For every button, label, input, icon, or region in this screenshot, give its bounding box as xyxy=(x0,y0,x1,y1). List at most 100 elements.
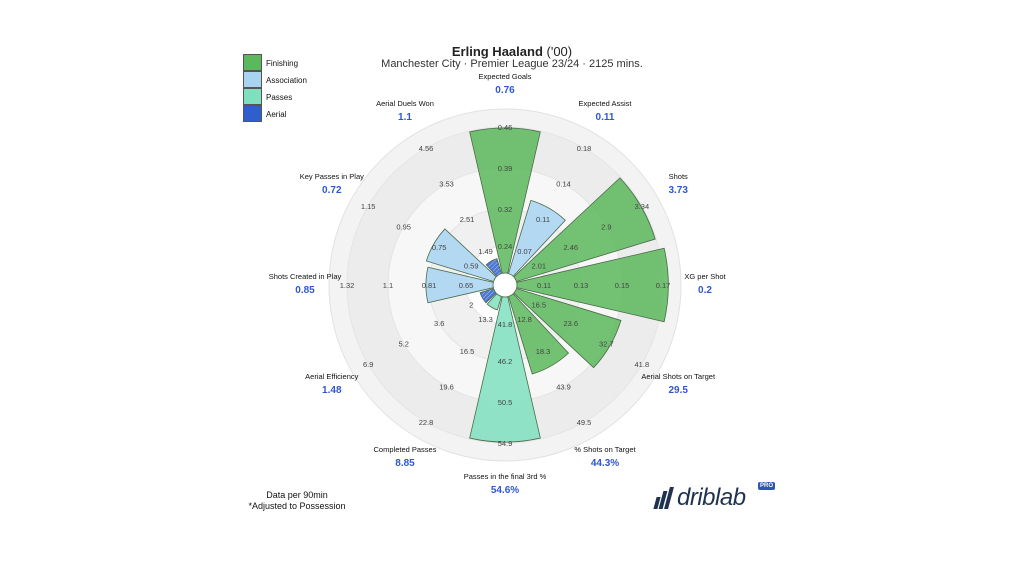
tick-label: 2.9 xyxy=(601,223,611,232)
metric-value: 0.85 xyxy=(295,285,315,296)
tick-label: 0.75 xyxy=(432,243,447,252)
metric-value: 0.2 xyxy=(698,285,712,296)
legend-swatch-finishing xyxy=(243,54,262,71)
metric-name: Shots xyxy=(669,172,688,181)
tick-label: 0.65 xyxy=(459,281,474,290)
legend-item-association: Association xyxy=(243,71,307,88)
tick-label: 0.46 xyxy=(498,123,513,132)
metric-name: % Shots on Target xyxy=(574,445,636,454)
legend-item-passes: Passes xyxy=(243,88,307,105)
metric-name: XG per Shot xyxy=(684,272,726,281)
bar-segment xyxy=(513,177,656,282)
metric-value: 8.85 xyxy=(395,458,415,469)
tick-label: 1.32 xyxy=(340,281,355,290)
tick-label: 23.6 xyxy=(564,319,579,328)
tick-label: 54.9 xyxy=(498,439,513,448)
metric-value: 1.1 xyxy=(398,112,412,123)
bar-segment xyxy=(513,288,622,369)
metric-value: 44.3% xyxy=(591,458,619,469)
footnote-line-1: Data per 90min xyxy=(266,490,328,500)
bar-segment xyxy=(425,266,494,304)
tick-label: 50.5 xyxy=(498,398,513,407)
tick-label: 0.24 xyxy=(498,242,513,251)
tick-label: 6.9 xyxy=(363,360,373,369)
metric-value: 3.73 xyxy=(668,185,688,196)
tick-label: 4.56 xyxy=(419,144,434,153)
tick-label: 32.7 xyxy=(599,340,614,349)
tick-label: 41.8 xyxy=(498,320,513,329)
tick-label: 0.81 xyxy=(422,281,437,290)
metric-name: Aerial Efficiency xyxy=(305,372,358,381)
tick-label: 18.3 xyxy=(536,347,551,356)
tick-label: 0.11 xyxy=(537,281,551,290)
legend-swatch-association xyxy=(243,71,262,88)
metric-name: Key Passes in Play xyxy=(300,172,364,181)
center-circle xyxy=(492,272,518,298)
tick-label: 12.8 xyxy=(517,315,532,324)
tick-label: 0.95 xyxy=(396,223,411,232)
tick-label: 2.51 xyxy=(460,215,475,224)
tick-label: 13.3 xyxy=(478,315,493,324)
tick-label: 41.8 xyxy=(635,360,650,369)
bar-segment xyxy=(516,247,669,323)
tick-label: 3.34 xyxy=(635,202,650,211)
tick-label: 1.15 xyxy=(361,202,376,211)
footnote: Data per 90min *Adjusted to Possession xyxy=(243,490,351,512)
player-birth-year: ('00) xyxy=(546,44,573,59)
tick-label: 43.9 xyxy=(556,382,571,391)
tick-label: 2.01 xyxy=(531,262,546,271)
tick-label: 2.46 xyxy=(564,243,579,252)
player-name: Erling Haaland xyxy=(451,44,543,59)
driblab-logo: driblab PRO xyxy=(653,482,776,512)
metric-name: Aerial Shots on Target xyxy=(641,372,716,381)
tick-label: 0.07 xyxy=(517,247,532,256)
metric-name: Aerial Duels Won xyxy=(376,99,434,108)
metric-value: 1.48 xyxy=(322,385,342,396)
metric-name: Expected Goals xyxy=(479,72,532,81)
driblab-logo-icon xyxy=(653,487,674,509)
chart-subtitle: Manchester City · Premier League 23/24 ·… xyxy=(381,58,643,70)
tick-label: 16.5 xyxy=(531,301,546,310)
tick-label: 0.14 xyxy=(556,180,571,189)
legend-label: Passes xyxy=(266,93,293,102)
bar-segment xyxy=(508,199,566,277)
bar-segment xyxy=(486,293,502,311)
legend-swatch-aerial xyxy=(243,105,262,122)
legend-swatch-passes xyxy=(243,88,262,105)
tick-label: 1.49 xyxy=(478,247,493,256)
metric-name: Shots Created in Play xyxy=(269,272,342,281)
tick-label: 0.17 xyxy=(656,281,671,290)
tick-label: 5.2 xyxy=(398,340,408,349)
tick-label: 0.59 xyxy=(464,262,479,271)
metric-name: Completed Passes xyxy=(374,445,437,454)
legend-item-finishing: Finishing xyxy=(243,54,307,71)
tick-label: 49.5 xyxy=(577,418,592,427)
bar-segment xyxy=(425,228,497,282)
tick-label: 1.1 xyxy=(383,281,393,290)
bar-segment xyxy=(508,293,570,375)
bar-segment xyxy=(469,296,541,443)
tick-label: 0.13 xyxy=(574,281,589,290)
tick-label: 0.11 xyxy=(536,215,550,224)
tick-label: 3.53 xyxy=(439,180,454,189)
bar-segment xyxy=(479,288,497,304)
metric-value: 29.5 xyxy=(668,385,688,396)
tick-label: 0.15 xyxy=(615,281,630,290)
tick-label: 0.18 xyxy=(577,144,592,153)
tick-label: 2 xyxy=(469,301,473,310)
tick-label: 3.6 xyxy=(434,319,444,328)
metric-value: 0.11 xyxy=(596,112,615,123)
legend-label: Finishing xyxy=(266,59,299,68)
metric-value: 54.6% xyxy=(491,485,519,496)
metric-value: 0.76 xyxy=(495,85,515,96)
metric-value: 0.72 xyxy=(322,185,342,196)
logo-pro-badge: PRO xyxy=(758,482,776,490)
bar-segment xyxy=(469,127,541,274)
metric-name: Passes in the final 3rd % xyxy=(464,472,547,481)
metric-name: Expected Assist xyxy=(579,99,633,108)
chart-title: Erling Haaland ('00) xyxy=(0,44,1024,59)
tick-label: 0.32 xyxy=(498,205,513,214)
legend: Finishing Association Passes Aerial xyxy=(243,54,307,122)
bar-segment xyxy=(485,258,502,277)
